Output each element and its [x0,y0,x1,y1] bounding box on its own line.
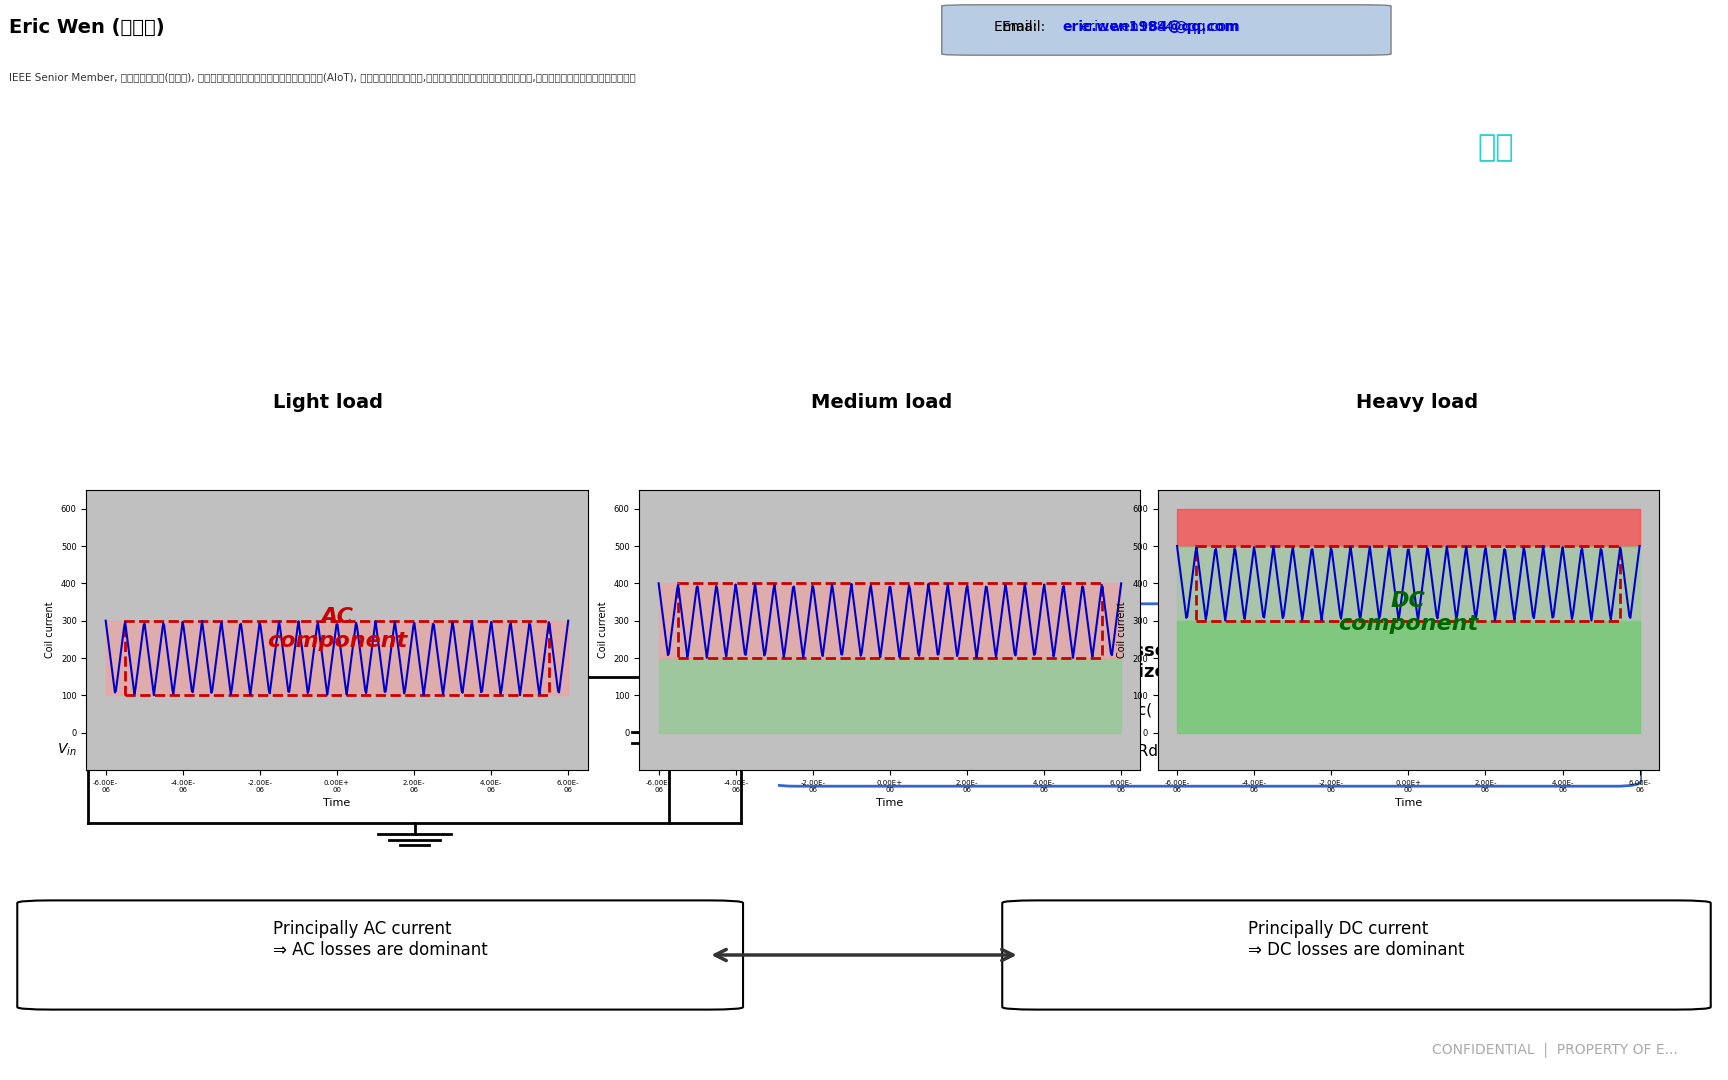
FancyBboxPatch shape [942,4,1391,55]
Text: C: C [719,729,727,742]
Text: DC
component: DC component [1337,591,1479,634]
Text: Heavy load: Heavy load [1356,393,1477,411]
X-axis label: Time: Time [1394,798,1422,808]
Text: L: L [411,652,418,665]
Text: Light load: Light load [273,393,384,411]
Y-axis label: Coil current: Coil current [598,602,608,659]
Text: $V_{in}$: $V_{in}$ [57,742,76,758]
Y-axis label: Coil current: Coil current [45,602,55,659]
Bar [86,509,588,732]
Text: Principally AC current
⇒ AC losses are dominant: Principally AC current ⇒ AC losses are d… [273,920,487,959]
Text: Email:: Email: [994,21,1042,33]
Text: D: D [323,725,332,738]
Y-axis label: Coil current: Coil current [1116,602,1127,659]
Text: Eric Wen (文天祥): Eric Wen (文天祥) [9,17,164,37]
Text: 版权所有，未经本人授权，严禁使用！: 版权所有，未经本人授权，严禁使用！ [764,1040,964,1059]
Text: Bulk of losses changes depending
on size of load current: Bulk of losses changes depending on size… [1039,642,1381,680]
X-axis label: Time: Time [323,798,351,808]
Bar [639,509,1140,732]
Bar [1158,509,1659,732]
Text: Principally DC current
⇒ DC losses are dominant: Principally DC current ⇒ DC losses are d… [1248,920,1465,959]
Text: Email:: Email: [1002,21,1051,33]
FancyBboxPatch shape [17,901,743,1010]
Text: W-L = W-dc( DC loss ) + W-ac( AC loss ): W-L = W-dc( DC loss ) + W-ac( AC loss ) [1058,703,1362,718]
Text: = Rdc×Idc² + Rac×Iac²: = Rdc×Idc² + Rac×Iac² [1120,744,1299,759]
Text: eric.wen1984@qq.com: eric.wen1984@qq.com [1063,21,1239,33]
Text: eric.wen1984@qq.com: eric.wen1984@qq.com [1080,21,1239,33]
Text: 例分析 – Buck中电感的损耗分析小结: 例分析 – Buck中电感的损耗分析小结 [17,129,603,176]
Text: $V_{out}$: $V_{out}$ [764,670,788,685]
Text: IEEE Senior Member, 高级工程师职称(副高级), 中国电子学会物联网青年专业技术组通信委员(AIoT), 中国照明学会高级会员,中国电源学会照: IEEE Senior Member, 高级工程师职称(副高级), 中国电子学会… [9,72,636,82]
FancyBboxPatch shape [769,604,1642,786]
Text: AC
component: AC component [266,607,408,650]
X-axis label: Time: Time [876,798,904,808]
Text: CONFIDENTIAL  |  PROPERTY OF E...: CONFIDENTIAL | PROPERTY OF E... [1433,1043,1678,1057]
Text: Tr: Tr [192,652,202,665]
Text: Medium load: Medium load [810,393,952,411]
FancyBboxPatch shape [1002,901,1711,1010]
Text: 文天: 文天 [1477,133,1514,162]
